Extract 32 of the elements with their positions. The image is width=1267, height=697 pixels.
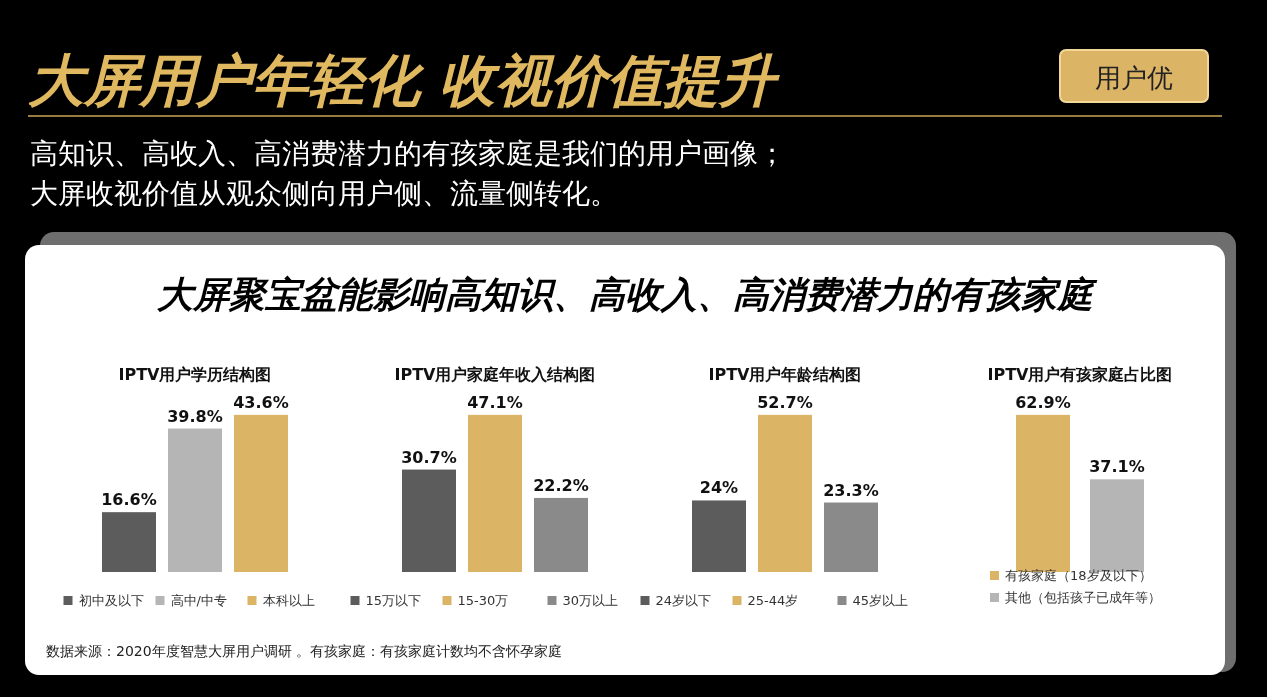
legend-label: 初中及以下 (78, 593, 144, 608)
text: 用户优 (1095, 63, 1173, 93)
chart-title: IPTV用户有孩家庭占比图 (987, 365, 1173, 384)
data-label: 22.2% (533, 475, 589, 495)
data-label: 37.1% (1089, 457, 1145, 477)
data-label: 23.3% (823, 480, 879, 500)
text: 大屏收视价值从观众侧向用户侧、流量侧转化。 (30, 177, 618, 210)
text: 高知识、高收入、高消费潜力的有孩家庭是我们的用户画像； (30, 137, 786, 170)
source-note: 数据来源：2020年度智慧大屏用户调研 。有孩家庭：有孩家庭计数均不含怀孕家庭 (46, 643, 563, 659)
data-label: 43.6% (233, 392, 289, 412)
chart-title: IPTV用户家庭年收入结构图 (394, 365, 596, 384)
data-label: 30.7% (401, 447, 457, 467)
legend-label: 有孩家庭（18岁及以下） (1005, 568, 1152, 583)
data-label: 24% (699, 478, 739, 498)
text: 大屏用户年轻化 收视价值提升 (28, 48, 781, 113)
text: 大屏聚宝盆能影响高知识、高收入、高消费潜力的有孩家庭 (157, 274, 1098, 315)
legend-label: 15-30万 (457, 593, 509, 608)
legend-label: 30万以上 (562, 593, 619, 608)
chart-title: IPTV用户年龄结构图 (708, 365, 862, 384)
legend-label: 其他（包括孩子已成年等） (1005, 590, 1161, 605)
data-label: 62.9% (1015, 392, 1071, 412)
data-label: 47.1% (467, 392, 523, 412)
legend-label: 15万以下 (365, 593, 422, 608)
data-label: 39.8% (167, 406, 223, 426)
legend-label: 24岁以下 (655, 593, 712, 608)
legend-label: 45岁以上 (852, 593, 909, 608)
legend-label: 高中/中专 (170, 593, 227, 608)
chart-title: IPTV用户学历结构图 (118, 365, 272, 384)
data-label: 52.7% (757, 392, 813, 412)
legend-label: 25-44岁 (747, 593, 799, 608)
legend-label: 本科以上 (262, 593, 315, 608)
data-label: 16.6% (101, 490, 157, 510)
